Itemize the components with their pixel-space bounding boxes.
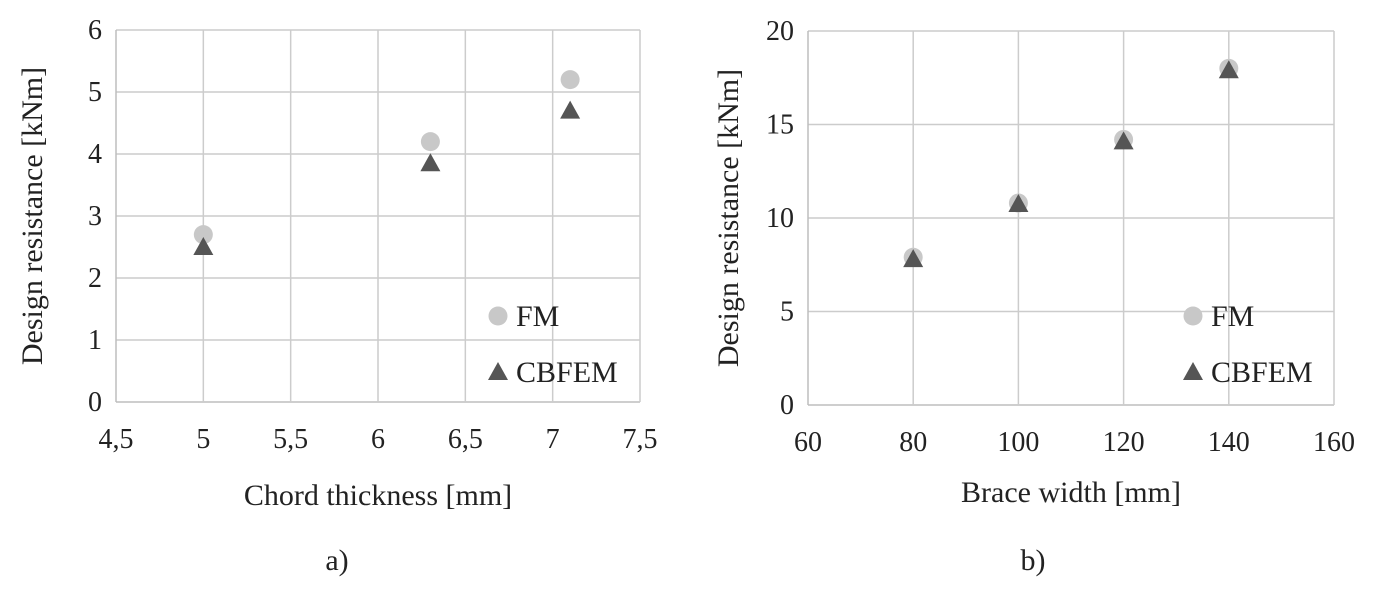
y-tick-label: 5	[88, 77, 102, 108]
cbfem-data-point	[1113, 131, 1134, 150]
x-tick-label: 5,5	[273, 424, 308, 455]
legend-cbfem-label: CBFEM	[516, 356, 618, 389]
legend-cbfem-label: CBFEM	[1211, 356, 1313, 389]
legend: FM CBFEM	[1183, 300, 1313, 389]
x-tick-label: 6,5	[448, 424, 483, 455]
y-axis-title: Design resistance [kNm]	[16, 67, 49, 365]
x-tick-label: 7,5	[623, 424, 658, 455]
x-axis-title: Chord thickness [mm]	[244, 479, 512, 512]
series-fm	[193, 70, 580, 245]
x-tick-label: 6	[371, 424, 385, 455]
fm-data-point	[420, 132, 440, 152]
y-tick-label: 15	[766, 110, 794, 141]
x-axis-title: Brace width [mm]	[961, 476, 1181, 509]
x-tick-label: 80	[899, 427, 927, 458]
cbfem-data-point	[1218, 60, 1239, 79]
legend-cbfem-marker	[488, 362, 508, 380]
legend-fm-label: FM	[516, 300, 559, 333]
series-cbfem	[903, 60, 1239, 268]
y-tick-label: 0	[780, 390, 794, 421]
fm-data-point	[193, 225, 213, 245]
legend-fm-label: FM	[1211, 300, 1254, 333]
y-tick-label: 4	[88, 139, 102, 170]
cbfem-data-point	[193, 237, 214, 255]
x-tick-label: 7	[546, 424, 560, 455]
y-tick-label: 0	[88, 387, 102, 418]
x-tick-label: 160	[1313, 427, 1355, 458]
x-tick-label: 120	[1103, 427, 1145, 458]
series-cbfem	[193, 100, 581, 255]
cbfem-data-point	[1008, 193, 1029, 212]
cbfem-data-point	[560, 100, 581, 119]
y-tick-label: 1	[88, 325, 102, 356]
legend-cbfem-marker	[1183, 362, 1203, 380]
fm-data-point	[560, 70, 580, 90]
panel-label-b: b)	[1021, 544, 1046, 577]
cbfem-data-point	[903, 249, 924, 268]
legend: FM CBFEM	[488, 300, 618, 389]
y-tick-label: 20	[766, 16, 794, 47]
y-tick-label: 3	[88, 201, 102, 232]
x-tick-label: 140	[1208, 427, 1250, 458]
series-fm	[903, 58, 1239, 267]
y-tick-label: 10	[766, 203, 794, 234]
y-tick-label: 5	[780, 297, 794, 328]
x-tick-label: 4,5	[99, 424, 134, 455]
legend-fm-marker	[488, 306, 508, 326]
x-tick-label: 100	[997, 427, 1039, 458]
panel-label-a: a)	[325, 544, 348, 577]
chart-panel-b: 0 5 10 15 20 60 80 100 120 140 160 Brace width [mm]…	[712, 16, 1355, 577]
y-tick-label: 2	[88, 263, 102, 294]
chart-panel-a: 0 1 2 3 4 5 6 4,5 5 5,5 6 6,5 7 7,5 Chord thickness [m…	[16, 15, 658, 577]
cbfem-data-point	[420, 153, 441, 172]
x-tick-label: 60	[794, 427, 822, 458]
y-axis-title: Design resistance [kNm]	[712, 69, 745, 367]
y-tick-label: 6	[88, 15, 102, 46]
legend-fm-marker	[1183, 306, 1203, 326]
x-tick-label: 5	[196, 424, 210, 455]
